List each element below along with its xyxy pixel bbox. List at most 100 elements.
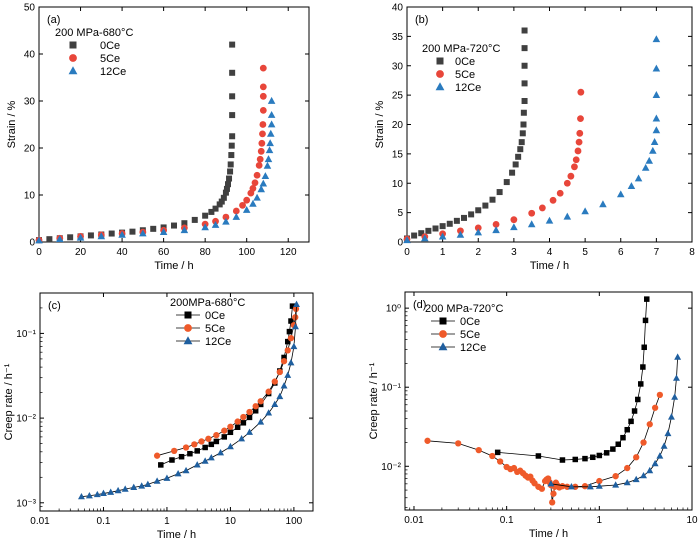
data-point [232,207,240,215]
data-point [627,182,636,190]
data-point [229,93,236,100]
x-tick-label: 100 [238,247,255,258]
data-point [265,146,274,154]
series-12Ce [547,353,682,490]
data-point [575,138,583,146]
panel-label: (c) [48,300,61,312]
plot-frame [38,6,310,243]
data-point [259,107,267,114]
data-point [252,403,259,410]
data-point [246,428,253,435]
data-point [259,92,267,100]
data-point [182,466,190,474]
data-point [276,368,283,376]
x-tick-label: 80 [200,247,212,258]
data-point [453,217,460,224]
x-tick-label: 8 [689,247,695,258]
data-point [547,480,555,487]
data-point [258,139,266,147]
data-point [538,485,546,492]
data-point [645,156,654,164]
legend-entry: 12Ce [455,82,481,94]
data-point [257,147,265,155]
data-point [549,499,556,506]
legend-entry: 12Ce [100,66,126,78]
data-point [280,382,288,389]
data-point [180,226,189,234]
data-point [623,478,631,486]
data-point [207,454,215,461]
data-point [261,172,270,180]
data-point [205,435,212,442]
x-tick-label: 3 [511,247,517,258]
data-point [650,138,659,145]
x-tick-label: 2 [475,247,481,258]
data-point [211,220,220,228]
data-point [221,434,228,440]
y-axis-label: Strain / % [6,100,18,148]
data-point [596,452,603,459]
data-point [169,457,175,463]
data-point [271,400,279,408]
legend-entry: 12Ce [460,342,486,354]
data-point [674,353,682,360]
x-tick-label: 0 [36,247,42,258]
x-tick-label: 1 [164,516,170,527]
data-point [198,438,205,445]
y-tick-label: 50 [24,3,36,14]
data-point [599,200,607,208]
data-point [153,452,161,459]
data-point [253,193,261,201]
x-axis-label: Time / h [157,529,196,541]
data-point [457,227,464,235]
plot-frame [404,291,693,511]
data-point [202,212,209,219]
data-point [220,194,227,201]
y-tick-label: 20 [24,144,36,155]
data-point [77,492,85,500]
data-point [474,228,483,236]
data-point [239,201,246,209]
legend-entry: 0Ce [205,310,225,322]
legend-marker [69,41,77,49]
data-point [228,142,235,149]
legend-marker [435,82,445,91]
data-point [576,129,584,137]
x-tick-label: 0.1 [97,516,111,527]
data-point [527,220,536,228]
data-point [257,398,264,405]
data-point [251,179,259,187]
data-point [646,421,653,428]
data-point [535,453,542,459]
series-line [81,304,297,498]
legend-title: 200 MPa-720°C [422,43,500,55]
series-0Ce [494,296,650,463]
legend-entry: 5Ce [455,69,475,81]
data-point [93,490,101,498]
legend-entry: 0Ce [100,40,120,52]
x-tick-label: 0.01 [30,516,50,527]
data-point [475,207,482,214]
data-point [267,129,275,137]
data-point [138,482,146,489]
data-point [667,413,675,420]
data-point [212,205,219,212]
data-point [652,114,661,122]
data-point [218,198,225,205]
data-point [652,91,661,98]
x-tick-label: 20 [75,247,87,258]
data-point [545,216,554,224]
data-point [182,444,190,451]
data-point [107,488,115,495]
data-point [421,234,429,242]
data-point [517,146,524,153]
data-point [281,354,287,361]
x-tick-label: 10 [686,515,698,526]
data-point [234,424,241,430]
series-12Ce [35,96,276,244]
data-point [563,212,572,220]
data-point [225,181,231,188]
data-point [171,447,178,455]
